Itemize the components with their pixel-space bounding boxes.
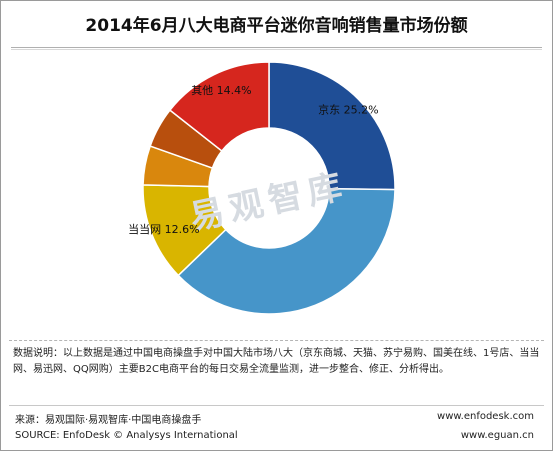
source-line-1: 来源：易观国际·易观智库·中国电商操盘手 <box>15 415 202 426</box>
chart-title: 2014年6月八大电商平台迷你音响销售量市场份额 <box>85 16 468 36</box>
title-divider <box>11 47 542 48</box>
title-divider-secondary <box>11 49 542 50</box>
donut-slice-其他 <box>168 61 270 152</box>
slice-labels: 京东 25.2% 当当网 12.6% 其他 14.4% <box>128 84 378 236</box>
note-divider <box>9 340 544 341</box>
website-link-enfodesk[interactable]: www.enfodesk.com <box>437 411 534 422</box>
donut-chart: 易观智库 京东 25.2%当当网 12.6%其他 14.4% <box>128 61 396 315</box>
donut-slice-京东 <box>268 61 396 191</box>
slice-label: 当当网 12.6% <box>128 222 199 236</box>
footer-divider <box>9 405 544 406</box>
slice-label: 其他 14.4% <box>191 84 251 97</box>
source-line-2: SOURCE: EnfoDesk © Analysys Internationa… <box>15 430 238 441</box>
donut-slices <box>142 61 396 315</box>
data-note: 数据说明：以上数据是通过中国电商操盘手对中国大陆市场八大（京东商城、天猫、苏宁易… <box>13 348 540 375</box>
donut-slice-1 <box>177 187 396 315</box>
website-link-eguan[interactable]: www.eguan.cn <box>460 430 534 441</box>
slice-label: 京东 25.2% <box>318 103 378 117</box>
